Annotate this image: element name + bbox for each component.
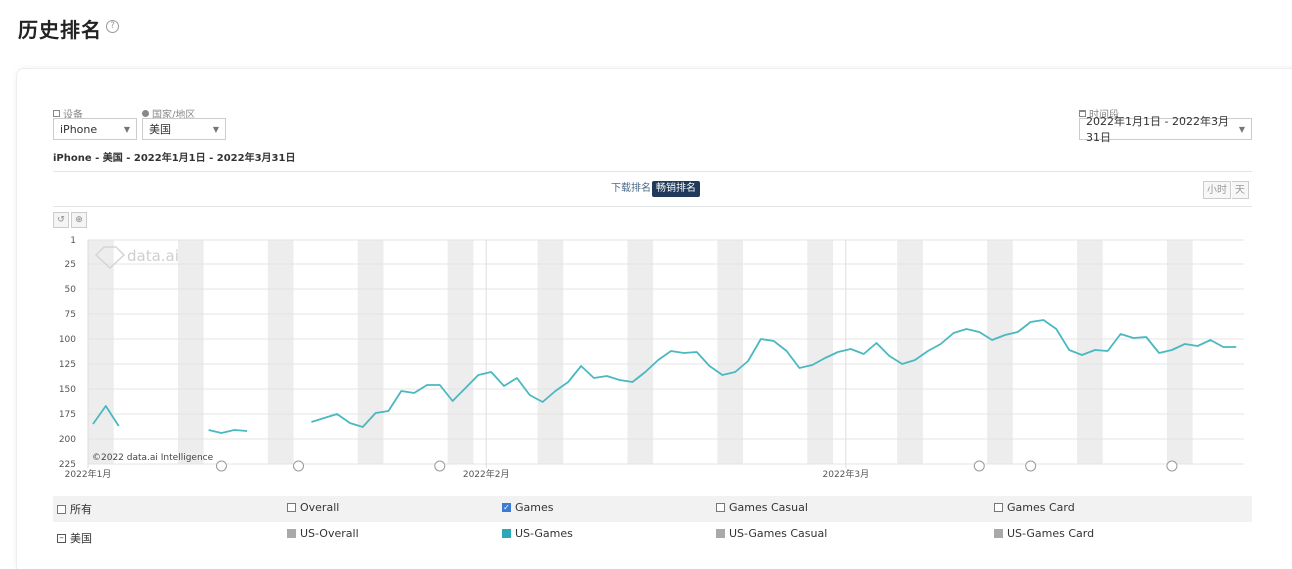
collapse-icon[interactable]: – (57, 533, 66, 543)
weekend-band (88, 240, 114, 464)
caret-down-icon: ▼ (1238, 124, 1245, 134)
granularity-hour-button[interactable]: 小时 (1203, 181, 1231, 199)
checkbox-all[interactable] (57, 504, 66, 514)
divider (53, 206, 1252, 207)
device-select[interactable]: iPhone ▼ (53, 118, 137, 140)
weekend-band (537, 240, 564, 464)
series-line-us-games (311, 319, 1237, 428)
legend-overall[interactable]: Overall (287, 501, 339, 514)
weekend-band (807, 240, 833, 464)
weekend-band (447, 240, 474, 464)
series-line-us-games (92, 405, 120, 427)
checkbox-overall[interactable] (287, 503, 296, 512)
country-filter-label: 国家/地区 (142, 106, 195, 121)
series-swatch (502, 529, 511, 538)
x-tick-label: 2022年2月 (463, 468, 510, 480)
legend-all[interactable]: 所有 (57, 501, 92, 517)
watermark-text: data.ai (127, 247, 179, 265)
caret-down-icon: ▼ (212, 124, 219, 134)
y-tick-label: 100 (59, 335, 76, 345)
date-range-select[interactable]: 2022年1月1日 - 2022年3月31日 ▼ (1079, 115, 1252, 144)
checkbox-games-card[interactable] (994, 503, 1003, 512)
y-tick-label: 225 (59, 460, 76, 470)
y-tick-label: 175 (59, 410, 76, 420)
page-title: 历史排名 (18, 18, 102, 42)
annotation-marker-icon (293, 460, 305, 472)
annotation-marker-icon (1166, 460, 1178, 472)
copyright-text: ©2022 data.ai Intelligence (92, 453, 214, 463)
annotation-marker-icon (434, 460, 446, 472)
series-line-us-games (208, 429, 248, 434)
divider (53, 171, 1252, 172)
legend-games-card[interactable]: Games Card (994, 501, 1075, 514)
series-swatch (287, 529, 296, 538)
tab-download-rank[interactable]: 下载排名 (611, 183, 651, 194)
question-circle-icon[interactable]: ? (106, 20, 119, 33)
weekend-band (627, 240, 654, 464)
x-tick-label: 2022年3月 (823, 468, 870, 480)
date-filter-label: 时间段 (1079, 106, 1119, 121)
annotation-marker-icon (973, 460, 985, 472)
series-swatch (994, 529, 1003, 538)
legend-games-casual[interactable]: Games Casual (716, 501, 808, 514)
weekend-band (1166, 240, 1193, 464)
reset-zoom-icon[interactable]: ↺ (53, 212, 69, 228)
legend-country-row: – 美国 US-Overall US-Games US-Games Casual… (53, 522, 1252, 548)
series-swatch (716, 529, 725, 538)
annotation-marker-icon (1025, 460, 1037, 472)
caret-down-icon: ▼ (123, 124, 130, 134)
checkbox-games[interactable]: ✓ (502, 503, 511, 512)
country-select[interactable]: 美国 ▼ (142, 118, 226, 140)
weekend-band (897, 240, 923, 464)
y-tick-label: 50 (65, 285, 77, 295)
granularity-day-button[interactable]: 天 (1232, 181, 1249, 199)
legend-category-row: 所有 Overall ✓ Games Games Casual Games Ca… (53, 496, 1252, 522)
weekend-band (267, 240, 294, 464)
device-icon (53, 110, 60, 117)
series-us-games-card[interactable]: US-Games Card (994, 527, 1094, 540)
y-tick-label: 150 (59, 385, 76, 395)
calendar-icon (1079, 110, 1086, 117)
weekend-band (987, 240, 1013, 464)
y-tick-label: 125 (59, 360, 76, 370)
y-tick-label: 200 (59, 435, 76, 445)
y-tick-label: 25 (65, 260, 76, 270)
legend-games[interactable]: ✓ Games (502, 501, 554, 514)
checkbox-games-casual[interactable] (716, 503, 725, 512)
series-us-overall[interactable]: US-Overall (287, 527, 359, 540)
globe-icon (142, 110, 149, 117)
series-us-games[interactable]: US-Games (502, 527, 573, 540)
data-ai-logo-icon (94, 246, 126, 270)
y-tick-label: 75 (65, 310, 76, 320)
weekend-band (357, 240, 384, 464)
zoom-icon[interactable]: ⊕ (71, 212, 87, 228)
series-us-games-casual[interactable]: US-Games Casual (716, 527, 827, 540)
x-tick-label: 2022年1月 (65, 468, 112, 480)
country-group-toggle[interactable]: – 美国 (57, 530, 92, 546)
device-filter-label: 设备 (53, 106, 83, 121)
weekend-band (717, 240, 744, 464)
annotation-marker-icon (215, 460, 227, 472)
tab-grossing-rank[interactable]: 畅销排名 (652, 181, 700, 197)
weekend-band (177, 240, 204, 464)
y-tick-label: 1 (70, 236, 76, 246)
selection-summary: iPhone - 美国 - 2022年1月1日 - 2022年3月31日 (53, 153, 296, 164)
